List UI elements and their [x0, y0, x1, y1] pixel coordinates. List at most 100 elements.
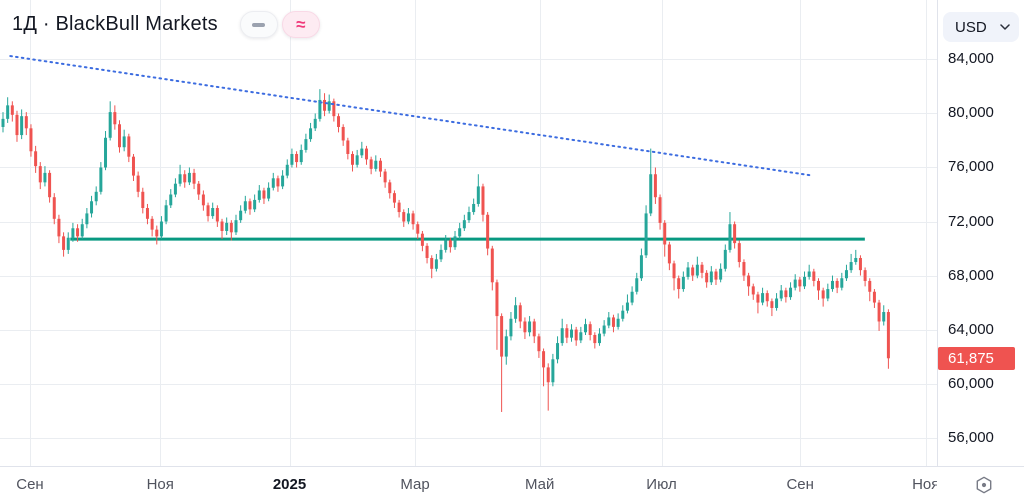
- candle-body: [34, 151, 38, 167]
- candle-body: [663, 222, 667, 245]
- candle-body: [681, 276, 685, 290]
- candle-body: [509, 318, 513, 337]
- candle-body: [383, 171, 387, 183]
- time-tick-label: Ноя: [912, 476, 937, 493]
- candle-body: [537, 336, 541, 352]
- candle-body: [812, 271, 816, 281]
- candle-body: [313, 118, 317, 129]
- candle-body: [821, 290, 825, 299]
- candle-body: [402, 212, 406, 222]
- candle-body: [798, 279, 802, 287]
- candle-body: [364, 148, 368, 160]
- candle-body: [295, 153, 299, 163]
- candle-body: [346, 140, 350, 154]
- candle-body: [444, 240, 448, 250]
- time-axis[interactable]: Сен Ноя 2025 Мар Май Июл Сен Ноя: [0, 466, 1024, 502]
- candle-body: [709, 271, 713, 283]
- candle-body: [197, 183, 201, 195]
- currency-selector[interactable]: USD: [943, 12, 1019, 42]
- time-tick-label: Ноя: [146, 476, 174, 493]
- candle-body: [262, 190, 266, 199]
- candle-body: [579, 332, 583, 341]
- candle-body: [29, 128, 33, 152]
- candle-body: [793, 279, 797, 288]
- candle-body: [71, 228, 75, 238]
- candle-body: [159, 221, 163, 237]
- price-tick-label: 72,000: [948, 212, 994, 230]
- candle-body: [178, 174, 182, 184]
- candle-body: [267, 187, 271, 199]
- candle-body: [318, 99, 322, 119]
- indicator-pill-wave[interactable]: ≈: [281, 11, 320, 38]
- candle-body: [495, 282, 499, 317]
- candle-body: [784, 290, 788, 298]
- candle-body: [406, 213, 410, 222]
- candle-body: [355, 155, 359, 165]
- candle-body: [462, 220, 466, 229]
- chevron-down-icon: [1000, 24, 1010, 30]
- candle-body: [611, 317, 615, 327]
- candle-body: [584, 324, 587, 333]
- candle-body: [220, 221, 224, 231]
- candle-body: [658, 197, 662, 223]
- candle-body: [99, 167, 103, 192]
- candle-body: [369, 159, 373, 169]
- candle-body: [48, 172, 52, 198]
- candle-body: [486, 214, 490, 249]
- candle-body: [187, 172, 191, 183]
- candle-body: [761, 293, 765, 303]
- candle-body: [886, 312, 890, 359]
- indicator-pills: ≈: [239, 11, 320, 38]
- candle-body: [621, 310, 625, 319]
- candlestick-chart[interactable]: [0, 0, 937, 466]
- time-tick-label: Мар: [400, 476, 430, 493]
- candle-body: [602, 325, 606, 334]
- candle-body: [677, 278, 681, 290]
- candle-body: [476, 186, 480, 204]
- candle-body: [714, 271, 718, 280]
- candle-body: [327, 101, 331, 111]
- candle-body: [337, 116, 341, 127]
- candle-body: [229, 222, 233, 233]
- candle-body: [593, 334, 597, 344]
- indicator-pill-dash[interactable]: [239, 11, 278, 38]
- candle-body: [849, 262, 853, 271]
- candle-body: [872, 291, 876, 303]
- candle-body: [868, 280, 872, 292]
- candle-body: [835, 280, 839, 288]
- candle-body: [276, 178, 280, 187]
- candle-body: [481, 186, 485, 215]
- candle-body: [290, 153, 294, 165]
- price-tick-label: 64,000: [948, 320, 994, 338]
- candle-body: [844, 270, 848, 279]
- currency-selector-label: USD: [955, 18, 987, 36]
- candle-body: [775, 298, 779, 308]
- candle-body: [20, 116, 24, 136]
- candle-body: [215, 208, 219, 222]
- candle-body: [104, 137, 108, 168]
- axis-settings-button[interactable]: [974, 475, 994, 495]
- candle-body: [248, 201, 252, 210]
- chart-plot[interactable]: 1Д · BlackBull Markets ≈: [0, 0, 937, 466]
- candle-body: [472, 203, 476, 213]
- price-axis[interactable]: USD 84,000 80,000 76,000 72,000 68,000 64,000…: [937, 0, 1024, 466]
- descending-trendline[interactable]: [9, 55, 814, 177]
- candle-body: [243, 201, 247, 211]
- candle-body: [639, 255, 643, 279]
- candle-body: [323, 99, 327, 111]
- candle-body: [225, 222, 229, 231]
- candle-body: [257, 190, 261, 200]
- candle-body: [80, 224, 84, 237]
- candle-body: [686, 267, 690, 277]
- candle-body: [145, 208, 149, 219]
- candle-body: [556, 343, 560, 360]
- candle-body: [253, 199, 257, 210]
- candle-body: [150, 218, 154, 230]
- candle-body: [388, 182, 392, 194]
- candle-body: [458, 228, 462, 237]
- candle-body: [574, 329, 578, 341]
- candle-body: [826, 289, 830, 299]
- candle-body: [551, 359, 555, 383]
- candle-body: [434, 259, 438, 269]
